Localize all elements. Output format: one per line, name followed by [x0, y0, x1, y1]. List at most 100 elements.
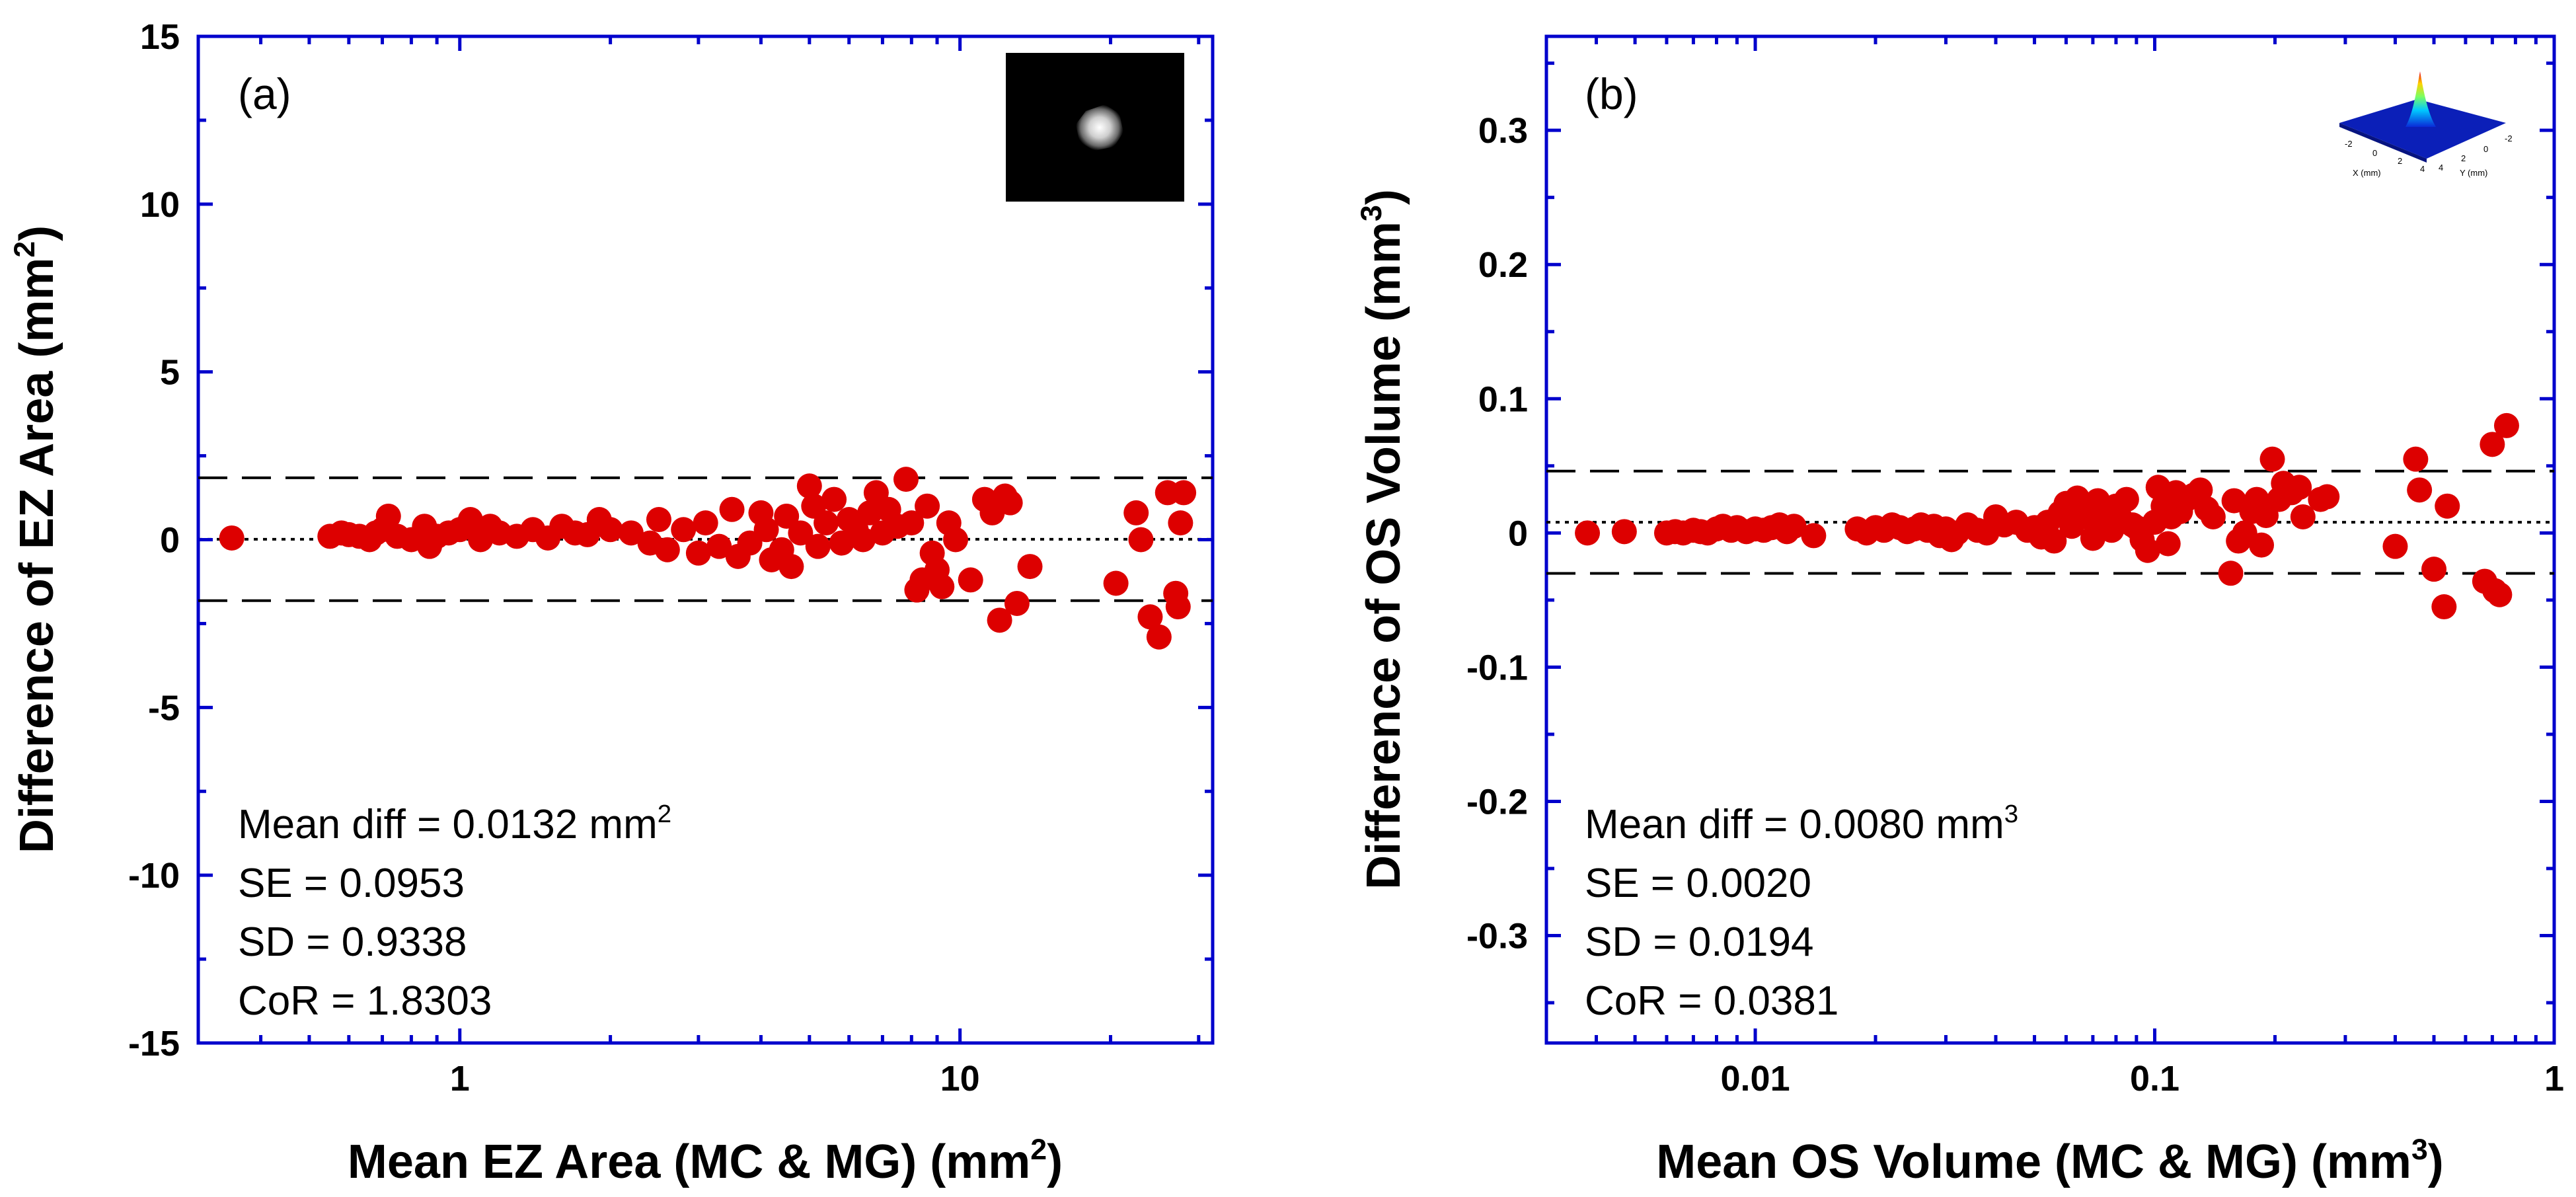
y-tick-label: -5 — [148, 688, 180, 728]
x-tick-label: 0.1 — [2130, 1059, 2179, 1099]
panel-a-stat-se: SE = 0.0953 — [238, 861, 465, 906]
panel-a-inset-image — [1006, 53, 1184, 202]
panel-b-stat-mean-diff: Mean diff = 0.0080 mm3 — [1585, 800, 2018, 847]
data-point — [1168, 510, 1193, 536]
data-point — [1004, 590, 1030, 616]
panel-a-ticks: 15 10 5 0 -5 -10 -15 1 10 — [128, 17, 1213, 1099]
y-tick-label: 0.2 — [1478, 245, 1528, 285]
panel-a-y-axis-title: Difference of EZ Area (mm2) — [9, 225, 63, 853]
data-point — [788, 520, 814, 546]
inset-surface-peak — [2406, 71, 2436, 127]
data-point — [597, 517, 623, 543]
data-point — [899, 510, 925, 536]
panel-b-bland-altman-os-volume: 0.3 0.2 0.1 0 -0.1 -0.2 -0.3 0.01 0.1 1 (b) X (mm… — [1355, 34, 2564, 1188]
panel-a-bland-altman-ez-area: 15 10 5 0 -5 -10 -15 1 10 (a) Mean diff = 0.0132… — [9, 17, 1215, 1188]
data-point — [1017, 554, 1043, 580]
data-point — [671, 517, 697, 543]
x-tick-label: 10 — [940, 1059, 980, 1099]
panel-a-statistics: Mean diff = 0.0132 mm2 SE = 0.0953 SD = … — [238, 800, 671, 1024]
data-point — [2314, 484, 2340, 510]
inset-y-tick: 2 — [2461, 153, 2466, 163]
data-point — [997, 490, 1023, 516]
y-tick-label: 0 — [160, 521, 180, 560]
panel-a-label: (a) — [238, 69, 291, 118]
y-tick-label: -10 — [128, 856, 180, 896]
data-point — [1171, 480, 1197, 506]
data-point — [987, 607, 1012, 633]
inset-bright-spot — [1076, 104, 1123, 151]
data-point — [1123, 500, 1149, 525]
y-tick-label: -0.1 — [1466, 648, 1528, 687]
y-tick-label: -0.3 — [1466, 917, 1528, 956]
y-tick-label: 0 — [1508, 514, 1528, 553]
data-point — [929, 574, 955, 599]
data-point — [706, 533, 732, 559]
data-point — [814, 510, 839, 536]
data-point — [2382, 533, 2408, 559]
data-point — [2435, 493, 2460, 519]
data-point — [2480, 432, 2505, 457]
data-point — [915, 493, 940, 519]
panel-b-statistics: Mean diff = 0.0080 mm3 SE = 0.0020 SD = … — [1585, 800, 2018, 1024]
y-tick-label: -0.2 — [1466, 782, 1528, 822]
data-point — [685, 540, 711, 566]
data-point — [857, 500, 883, 525]
data-point — [2403, 446, 2429, 472]
data-point — [2421, 557, 2447, 582]
data-point — [618, 520, 644, 546]
data-point — [719, 496, 745, 522]
data-point — [1165, 594, 1191, 620]
data-point — [2135, 537, 2160, 563]
data-point — [774, 503, 800, 529]
data-point — [1611, 519, 1637, 545]
inset-y-tick: 4 — [2439, 163, 2443, 173]
x-tick-label: 1 — [2544, 1059, 2564, 1099]
x-tick-label: 0.01 — [1721, 1059, 1790, 1099]
data-point — [1801, 523, 1827, 549]
data-point — [1781, 514, 1807, 539]
inset-x-tick: 0 — [2372, 148, 2377, 158]
data-point — [893, 467, 919, 492]
panel-b-stat-sd: SD = 0.0194 — [1585, 919, 1813, 965]
data-point — [1137, 604, 1163, 630]
data-point — [958, 567, 983, 593]
data-point — [2041, 528, 2067, 554]
panel-a-stat-mean-diff: Mean diff = 0.0132 mm2 — [238, 800, 671, 847]
panel-b-inset-3d-plot: X (mm) Y (mm) -2 0 2 4 4 2 0 -2 — [2339, 71, 2513, 178]
panel-b-label: (b) — [1585, 69, 1638, 118]
inset-y-axis-label: Y (mm) — [2460, 168, 2487, 178]
inset-x-axis-label: X (mm) — [2353, 168, 2381, 178]
y-tick-label: 15 — [140, 17, 180, 57]
data-point — [778, 554, 804, 580]
data-point — [821, 486, 847, 512]
data-point — [1128, 527, 1154, 553]
data-point — [654, 537, 680, 562]
data-point — [375, 503, 401, 529]
y-tick-label: 0.3 — [1478, 111, 1528, 151]
y-tick-label: -15 — [128, 1024, 180, 1063]
data-point — [1103, 570, 1129, 596]
data-point — [2200, 504, 2226, 529]
panel-a-stat-sd: SD = 0.9338 — [238, 919, 467, 965]
data-point — [2155, 531, 2181, 557]
y-tick-label: 10 — [140, 185, 180, 225]
panel-b-ticks: 0.3 0.2 0.1 0 -0.1 -0.2 -0.3 0.01 0.1 1 — [1466, 36, 2564, 1099]
data-point — [850, 527, 876, 553]
data-point — [753, 517, 779, 543]
panel-b-stat-cor: CoR = 0.0381 — [1585, 978, 1838, 1024]
inset-y-tick: 0 — [2483, 144, 2488, 154]
panel-a-x-axis-title: Mean EZ Area (MC & MG) (mm2) — [348, 1134, 1063, 1188]
panel-b-data-points — [1575, 412, 2519, 620]
data-point — [2290, 504, 2316, 529]
inset-surface-base — [2339, 99, 2506, 159]
data-point — [2431, 594, 2457, 620]
panel-a-stat-cor: CoR = 1.8303 — [238, 978, 492, 1024]
data-point — [2249, 532, 2275, 558]
data-point — [796, 473, 822, 499]
data-point — [693, 510, 718, 536]
data-point — [219, 525, 245, 551]
data-point — [943, 527, 969, 553]
data-point — [1146, 624, 1172, 650]
